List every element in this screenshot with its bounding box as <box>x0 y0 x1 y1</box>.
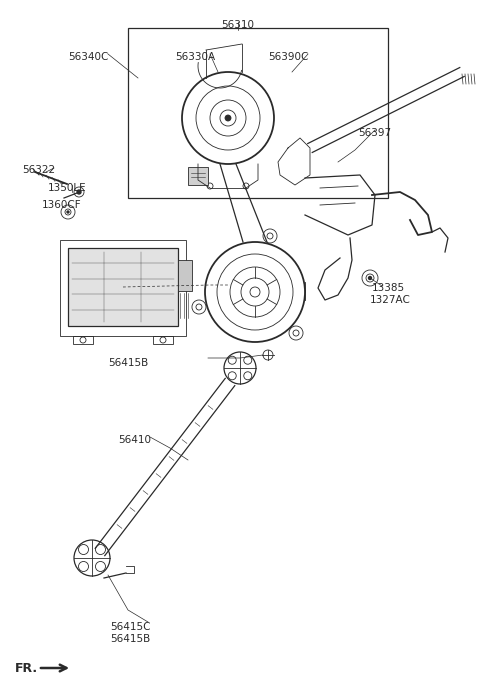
Circle shape <box>67 211 69 213</box>
Text: 1350LE: 1350LE <box>48 183 86 193</box>
Text: 56340C: 56340C <box>68 52 108 62</box>
Circle shape <box>369 276 372 280</box>
Text: 1360CF: 1360CF <box>42 200 82 210</box>
Bar <box>68 248 178 326</box>
Text: 56322: 56322 <box>22 165 55 175</box>
Text: 56410: 56410 <box>118 435 151 445</box>
Bar <box>153 336 173 344</box>
Text: 56330A: 56330A <box>175 52 215 62</box>
Text: 56415B: 56415B <box>110 634 150 644</box>
Bar <box>128 28 388 198</box>
Bar <box>178 260 192 291</box>
Text: 56397: 56397 <box>358 128 391 138</box>
Circle shape <box>225 115 231 121</box>
Text: 56310: 56310 <box>221 20 254 30</box>
Text: 56415B: 56415B <box>108 358 148 368</box>
Bar <box>60 240 186 336</box>
Text: 13385: 13385 <box>372 283 405 293</box>
Text: 56390C: 56390C <box>268 52 308 62</box>
Text: 1327AC: 1327AC <box>370 295 411 305</box>
Text: 56415C: 56415C <box>110 622 151 632</box>
Bar <box>73 336 93 344</box>
Text: FR.: FR. <box>15 661 38 674</box>
Circle shape <box>77 190 81 194</box>
Bar <box>188 167 208 185</box>
